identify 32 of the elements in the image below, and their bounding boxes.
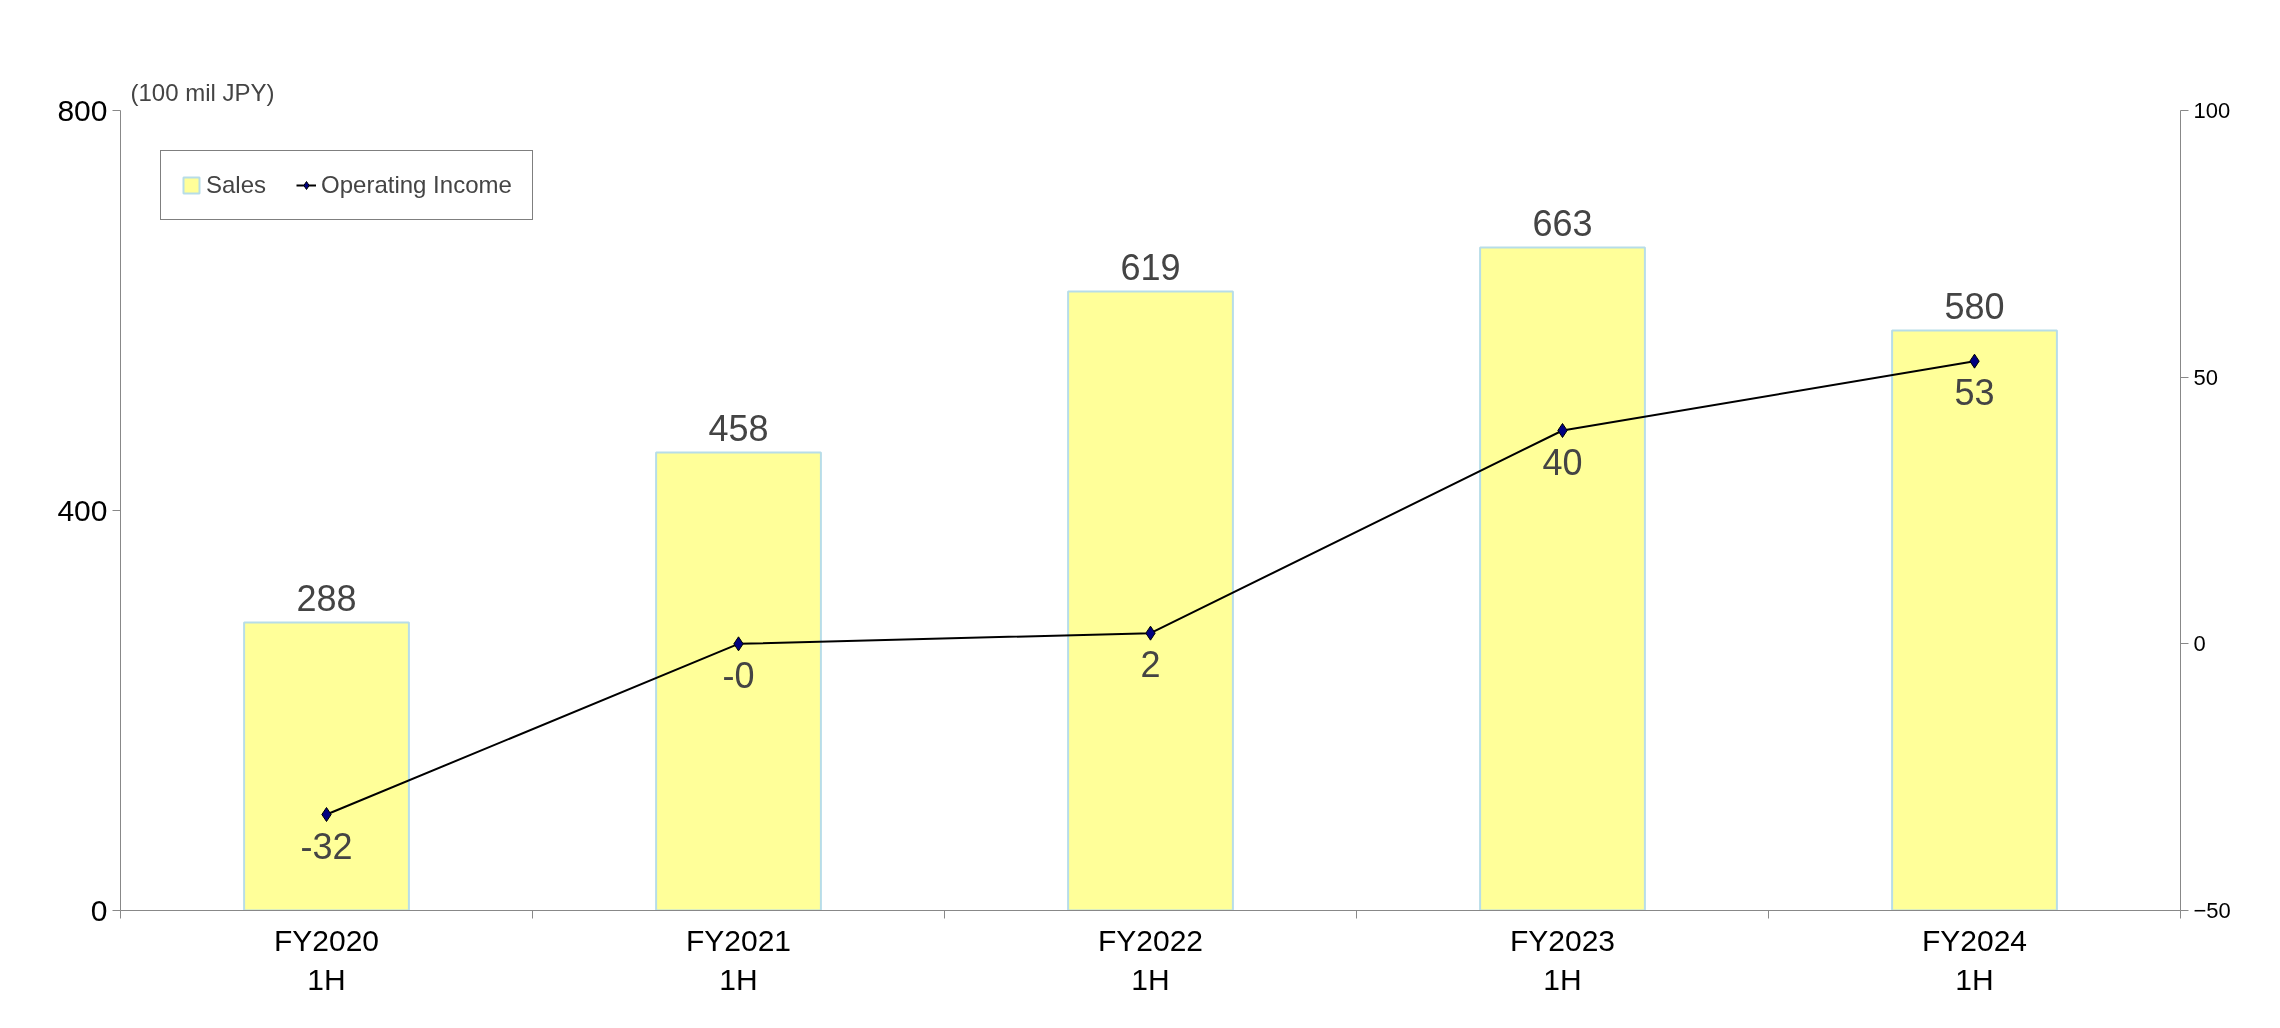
x-tick-label: FY2022 1H <box>1097 923 1204 997</box>
y-axis-title: (100 mil JPY) <box>130 78 275 106</box>
data-label: 619 <box>1120 246 1181 288</box>
bar <box>1891 329 2058 911</box>
y2-tick-label: 0 <box>2193 631 2206 657</box>
y-tick-label: 400 <box>57 493 108 527</box>
data-label: 580 <box>1944 285 2005 327</box>
point <box>1557 423 1568 438</box>
y2-tick-label: −50 <box>2193 898 2231 923</box>
legend-label: Sales <box>206 171 267 199</box>
bar <box>243 621 410 911</box>
data-label: 2 <box>1140 644 1161 686</box>
x-tick-label: FY2024 1H <box>1921 923 2028 997</box>
y-tick-label: 800 <box>57 93 108 127</box>
data-label: -0 <box>722 654 755 696</box>
point <box>321 807 332 822</box>
x-tick-label: FY2021 1H <box>685 923 792 997</box>
bar <box>1479 246 1646 911</box>
x-tick-label: FY2020 1H <box>273 923 380 997</box>
y2-tick-label: 100 <box>2193 98 2231 123</box>
y-tick-label: 0 <box>90 893 108 927</box>
data-label: 288 <box>296 577 357 619</box>
legend-label: Operating Income <box>321 171 512 199</box>
data-label: 458 <box>708 407 769 449</box>
bar <box>655 451 822 911</box>
bar <box>1067 290 1234 911</box>
data-label: 40 <box>1542 441 1583 483</box>
data-label: 53 <box>1954 372 1995 414</box>
data-label: 663 <box>1532 202 1593 244</box>
data-label: -32 <box>300 825 353 867</box>
x-tick-label: FY2023 1H <box>1509 923 1616 997</box>
y2-tick-label: 50 <box>2193 364 2218 390</box>
